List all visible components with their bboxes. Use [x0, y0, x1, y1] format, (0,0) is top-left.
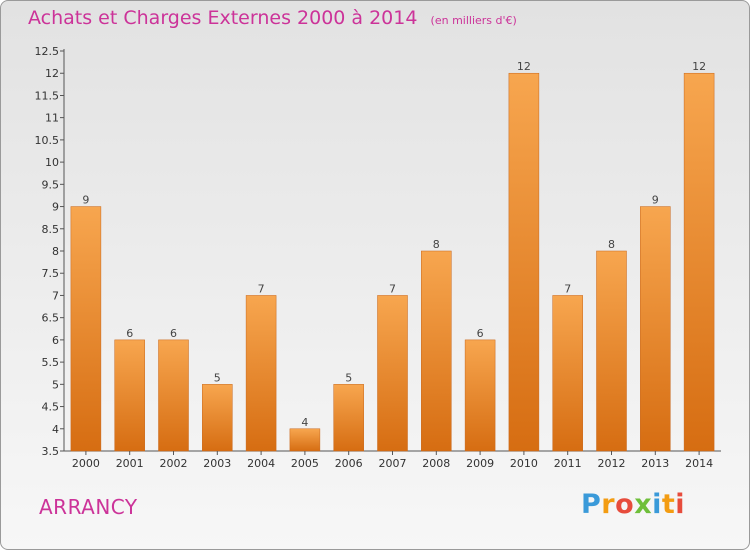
- bar-2009: [464, 339, 496, 452]
- chart-subtitle: (en milliers d'€): [430, 14, 517, 27]
- y-tick-label: 6: [52, 334, 59, 347]
- x-tick-label: 2001: [116, 457, 144, 470]
- y-tick-label: 6.5: [42, 312, 60, 325]
- x-tick-label: 2003: [203, 457, 231, 470]
- value-label: 8: [433, 238, 440, 251]
- value-label: 5: [345, 371, 352, 384]
- x-tick-label: 2007: [379, 457, 407, 470]
- value-label: 8: [608, 238, 615, 251]
- x-tick-label: 2011: [554, 457, 582, 470]
- town-name: ARRANCY: [39, 495, 138, 519]
- x-tick-label: 2000: [72, 457, 100, 470]
- y-tick-label: 7.5: [42, 267, 60, 280]
- proxiti-logo[interactable]: Proxiti: [581, 489, 686, 520]
- x-tick-label: 2014: [685, 457, 713, 470]
- value-label: 9: [652, 194, 659, 207]
- x-tick-label: 2002: [160, 457, 188, 470]
- y-tick-label: 4.5: [42, 401, 60, 414]
- x-tick-label: 2012: [598, 457, 626, 470]
- value-label: 4: [301, 416, 308, 429]
- value-label: 7: [564, 282, 571, 295]
- value-label: 5: [214, 371, 221, 384]
- x-tick-label: 2010: [510, 457, 538, 470]
- bar-2012: [596, 250, 627, 452]
- value-label: 6: [126, 327, 133, 340]
- x-tick-label: 2009: [466, 457, 494, 470]
- y-tick-label: 5: [52, 378, 59, 391]
- value-label: 6: [170, 327, 177, 340]
- bar-2014: [683, 72, 715, 452]
- y-tick-label: 7: [52, 289, 59, 302]
- y-tick-label: 12.5: [35, 45, 60, 58]
- y-tick-label: 9: [52, 201, 59, 214]
- y-tick-label: 10.5: [35, 134, 60, 147]
- y-tick-label: 10: [45, 156, 59, 169]
- y-tick-label: 8: [52, 245, 59, 258]
- bar-2006: [333, 384, 364, 452]
- bar-2011: [552, 295, 583, 452]
- bar-2000: [70, 206, 102, 452]
- bar-2003: [202, 384, 233, 452]
- bar-2002: [158, 339, 189, 452]
- y-tick-label: 9.5: [42, 178, 60, 191]
- bar-2008: [421, 250, 452, 452]
- value-label: 9: [82, 194, 89, 207]
- x-tick-label: 2008: [422, 457, 450, 470]
- bar-2013: [640, 206, 671, 452]
- bar-2010: [508, 72, 540, 452]
- x-tick-label: 2004: [247, 457, 275, 470]
- y-tick-label: 12: [45, 67, 59, 80]
- bar-2004: [245, 295, 277, 452]
- y-tick-label: 4: [52, 423, 59, 436]
- x-tick-label: 2006: [335, 457, 363, 470]
- y-tick-label: 3.5: [42, 445, 60, 458]
- title-row: Achats et Charges Externes 2000 à 2014 (…: [28, 7, 517, 29]
- y-tick-label: 11: [45, 112, 59, 125]
- chart-title: Achats et Charges Externes 2000 à 2014: [28, 7, 418, 29]
- x-tick-label: 2013: [641, 457, 669, 470]
- value-label: 7: [389, 282, 396, 295]
- y-tick-label: 5.5: [42, 356, 60, 369]
- value-label: 7: [258, 282, 265, 295]
- x-tick-label: 2005: [291, 457, 319, 470]
- bar-2007: [377, 295, 408, 452]
- y-tick-label: 8.5: [42, 223, 60, 236]
- bar-2001: [114, 339, 145, 452]
- value-label: 6: [477, 327, 484, 340]
- value-label: 12: [517, 60, 531, 73]
- bar-2005: [289, 428, 321, 452]
- y-tick-label: 11.5: [35, 89, 60, 102]
- value-label: 12: [692, 60, 706, 73]
